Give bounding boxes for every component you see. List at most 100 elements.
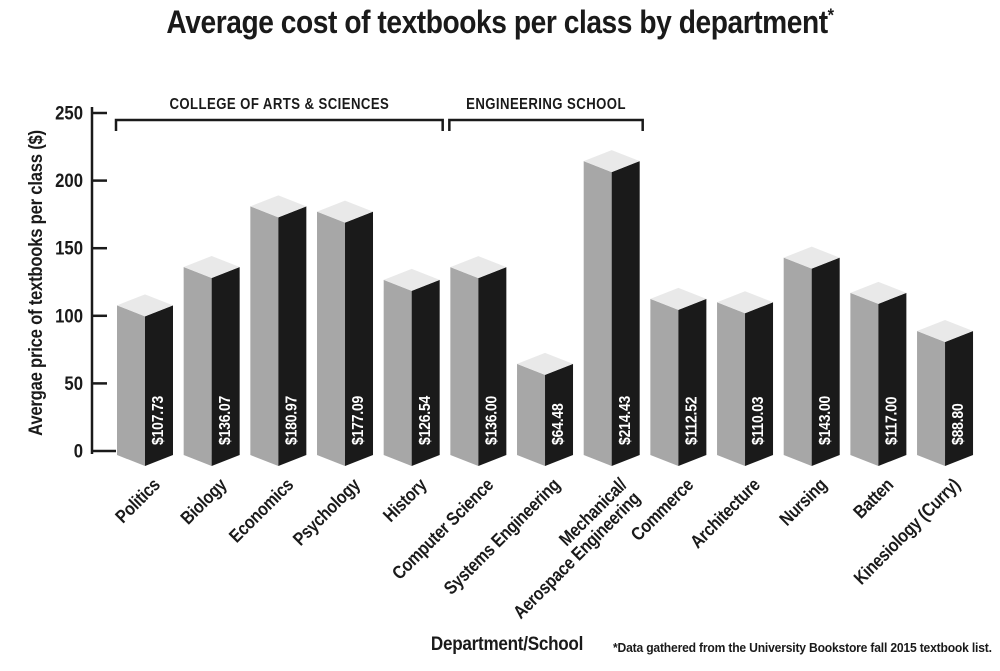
bar-side-face [678, 298, 707, 466]
bar-top-face [783, 246, 840, 269]
x-category-label: Politics [111, 474, 164, 527]
bar: $110.03 [717, 291, 774, 466]
bar-side-face [745, 302, 774, 466]
bar-value-label: $117.00 [884, 397, 901, 445]
bar-front-face [783, 257, 812, 466]
bar-side-face [278, 206, 307, 467]
x-category-label: Architecture [686, 474, 765, 553]
group-bracket-label: COLLEGE OF ARTS & SCIENCES [169, 96, 389, 113]
bar: $177.09 [317, 200, 374, 466]
x-category-label-line: Psychology [288, 473, 364, 549]
group-bracket-label: ENGINEERING SCHOOL [466, 96, 626, 113]
bar-value-label: $110.03 [751, 397, 768, 445]
bar-front-face [317, 211, 346, 466]
bar-value-label: $107.73 [150, 396, 167, 445]
bar-side-face [145, 305, 173, 466]
bar-front-face [183, 267, 212, 466]
y-tick-label: 50 [64, 373, 83, 394]
bar-top-face [317, 200, 374, 223]
bar-value-label: $136.00 [484, 396, 501, 445]
x-category-label: Nursing [775, 474, 831, 530]
x-category-label: Biology [176, 473, 231, 528]
bar-side-face [878, 292, 907, 466]
bar-front-face [583, 161, 612, 466]
bar: $107.73 [117, 294, 173, 466]
y-tick-label: 250 [55, 103, 83, 124]
x-category-label: Mechanical/Aerospace Engineering [509, 473, 645, 622]
chart-title: Average cost of textbooks per class by d… [166, 4, 834, 41]
x-category-label-line: Economics [224, 474, 297, 547]
bar-front-face [717, 302, 746, 466]
bar-side-face [611, 161, 640, 466]
footnote: *Data gathered from the University Books… [613, 641, 992, 655]
bar-value-label: $180.97 [284, 396, 301, 445]
bar-front-face [517, 363, 546, 466]
bar: $136.00 [450, 256, 507, 466]
x-category-label-line: Nursing [775, 474, 831, 530]
bar: $180.97 [250, 195, 307, 467]
bar-top-face [517, 352, 574, 375]
bar-value-label: $64.48 [550, 403, 567, 445]
bar-top-face [383, 268, 440, 291]
y-tick-label: 100 [55, 305, 83, 326]
x-category-label-line: History [378, 473, 431, 526]
bar-front-face [917, 330, 946, 466]
bar-side-face [345, 211, 374, 466]
bar-front-face [450, 267, 479, 466]
bar-front-face [850, 292, 879, 466]
bar-value-label: $112.52 [684, 397, 701, 445]
bar: $126.54 [383, 268, 440, 466]
bar-side-face [945, 330, 974, 466]
bar-top-face [917, 319, 974, 342]
bar-side-face [211, 267, 240, 466]
bar-front-face [650, 298, 679, 466]
x-category-label: Psychology [288, 473, 364, 549]
bar-value-label: $143.00 [817, 396, 834, 445]
bar-side-face [545, 363, 574, 466]
bar-top-face [250, 195, 307, 218]
bar-front-face [117, 305, 145, 466]
y-axis-title: Avergae price of textbooks per class ($) [26, 130, 47, 436]
bar: $112.52 [650, 287, 707, 466]
bar-side-face [478, 267, 507, 466]
bar: $136.07 [183, 256, 240, 466]
x-category-label-line: Biology [176, 473, 231, 528]
bar-value-label: $126.54 [417, 395, 434, 445]
bar-side-face [411, 279, 440, 466]
x-category-label-line: Batten [849, 474, 898, 523]
x-category-label: History [378, 473, 431, 526]
y-tick-label: 150 [55, 238, 83, 259]
x-category-label: Batten [849, 474, 898, 523]
x-category-label-line: Politics [111, 474, 164, 527]
chart-title-text: Average cost of textbooks per class by d… [166, 4, 828, 40]
bar-front-face [383, 279, 412, 466]
bar-value-label: $214.43 [617, 396, 634, 445]
bar-top-face [650, 287, 707, 310]
group-bracket [448, 118, 644, 131]
bar-value-label: $136.07 [217, 396, 234, 445]
title-asterisk-footnote-marker: * [827, 4, 834, 26]
bar-value-label: $88.80 [951, 403, 968, 445]
x-axis-title: Department/School [430, 634, 584, 655]
bar: $88.80 [917, 319, 974, 466]
bar: $64.48 [517, 352, 574, 466]
bar-side-face [811, 257, 840, 466]
bar-top-face [183, 256, 240, 279]
bar-top-face [450, 256, 507, 279]
bar-value-label: $177.09 [350, 396, 367, 445]
bar-top-face [850, 281, 907, 304]
y-tick-label: 200 [55, 170, 83, 191]
bar: $117.00 [850, 281, 907, 466]
bar-top-face [117, 294, 173, 317]
bar-top-face [717, 291, 774, 314]
x-category-label: Economics [224, 474, 297, 547]
bar: $143.00 [783, 246, 840, 466]
y-tick-label: 0 [74, 441, 83, 462]
x-category-label-line: Architecture [686, 474, 765, 553]
group-bracket [114, 118, 444, 131]
bar-top-face [583, 150, 640, 173]
bar-front-face [250, 206, 279, 467]
bar: $214.43 [583, 150, 640, 466]
